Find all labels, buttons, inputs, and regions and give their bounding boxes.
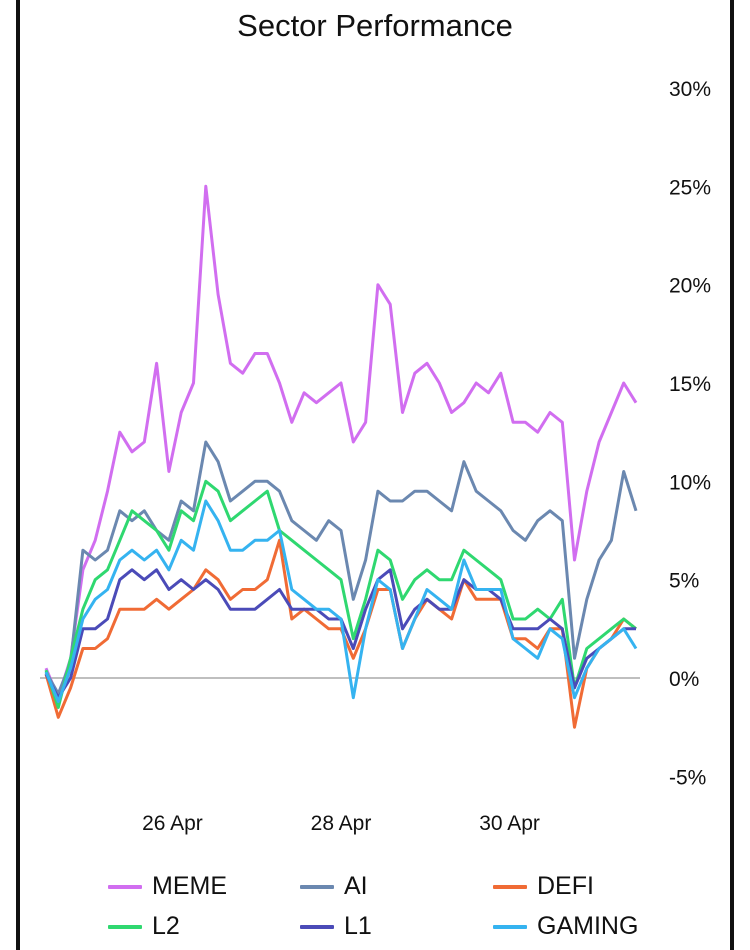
y-tick-label: -5% [669,766,706,789]
legend-item-defi[interactable]: DEFI [493,872,594,901]
y-tick-label: 30% [669,78,711,101]
series-line-ai [44,440,638,696]
legend-swatch [108,924,142,929]
legend-label: DEFI [537,872,594,900]
y-tick-label: 20% [669,275,711,298]
frame-left-border [16,0,20,950]
y-tick-label: 0% [669,668,699,691]
legend-swatch [493,884,527,889]
series-line-l2 [44,479,637,709]
y-tick-label: 15% [669,373,711,396]
legend-label: L2 [152,912,180,940]
legend-swatch [300,884,334,889]
legend-label: L1 [344,912,372,940]
legend-item-ai[interactable]: AI [300,872,368,901]
chart-title: Sector Performance [237,8,513,43]
legend-item-gaming[interactable]: GAMING [493,912,638,941]
legend-label: AI [344,872,368,900]
series-line-gaming [44,499,638,704]
series-line-meme [44,184,638,700]
legend-item-l1[interactable]: L1 [300,912,372,941]
y-tick-label: 10% [669,471,711,494]
x-tick-label: 26 Apr [142,812,203,835]
legend-item-l2[interactable]: L2 [108,912,180,941]
x-tick-label: 28 Apr [311,812,372,835]
legend-label: GAMING [537,912,639,940]
legend-item-meme[interactable]: MEME [108,872,227,901]
y-tick-label: 5% [669,570,699,593]
legend-label: MEME [152,872,227,900]
y-tick-label: 25% [669,176,711,199]
x-tick-label: 30 Apr [479,812,540,835]
legend-swatch [300,924,334,929]
series-line-defi [44,538,637,729]
legend-swatch [493,924,527,929]
frame-right-border [730,0,734,950]
legend-swatch [108,884,142,889]
